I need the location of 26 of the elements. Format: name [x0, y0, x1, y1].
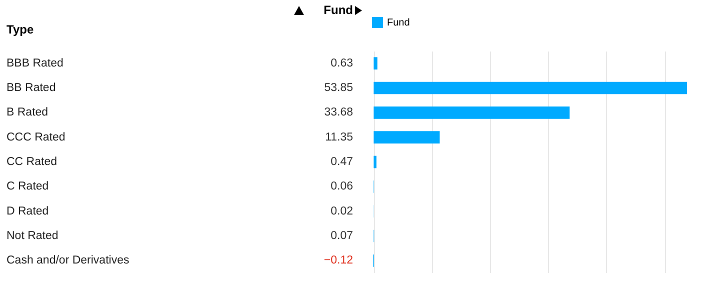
y-tick-label: D Rated — [6, 205, 49, 218]
data-label: 33.68 — [324, 106, 353, 119]
legend-label: Fund — [387, 18, 410, 28]
y-tick-label: BBB Rated — [6, 57, 64, 70]
data-label: 0.47 — [330, 156, 353, 168]
data-label: 0.02 — [330, 205, 353, 218]
bar — [374, 57, 378, 70]
y-tick-label: BB Rated — [6, 82, 56, 94]
y-tick-label: C Rated — [6, 180, 49, 193]
y-tick-label: B Rated — [6, 106, 48, 119]
y-tick-label: Cash and/or Derivatives — [6, 254, 130, 267]
bar — [374, 131, 440, 144]
y-tick-label: CCC Rated — [6, 131, 66, 144]
bar — [374, 156, 376, 168]
data-label: 0.63 — [330, 57, 353, 70]
text: Fund — [324, 3, 353, 17]
y-tick-label: CC Rated — [6, 156, 57, 168]
y-tick-label: Not Rated — [6, 230, 58, 242]
data-label: 11.35 — [325, 131, 353, 144]
data-label: 53.85 — [324, 82, 353, 94]
bar — [374, 106, 570, 119]
data-label: 0.06 — [330, 180, 353, 193]
data-label: −0.12 — [324, 254, 353, 267]
y-axis-title: Type — [6, 22, 34, 36]
data-label: 0.07 — [330, 230, 353, 242]
bar — [374, 82, 687, 94]
